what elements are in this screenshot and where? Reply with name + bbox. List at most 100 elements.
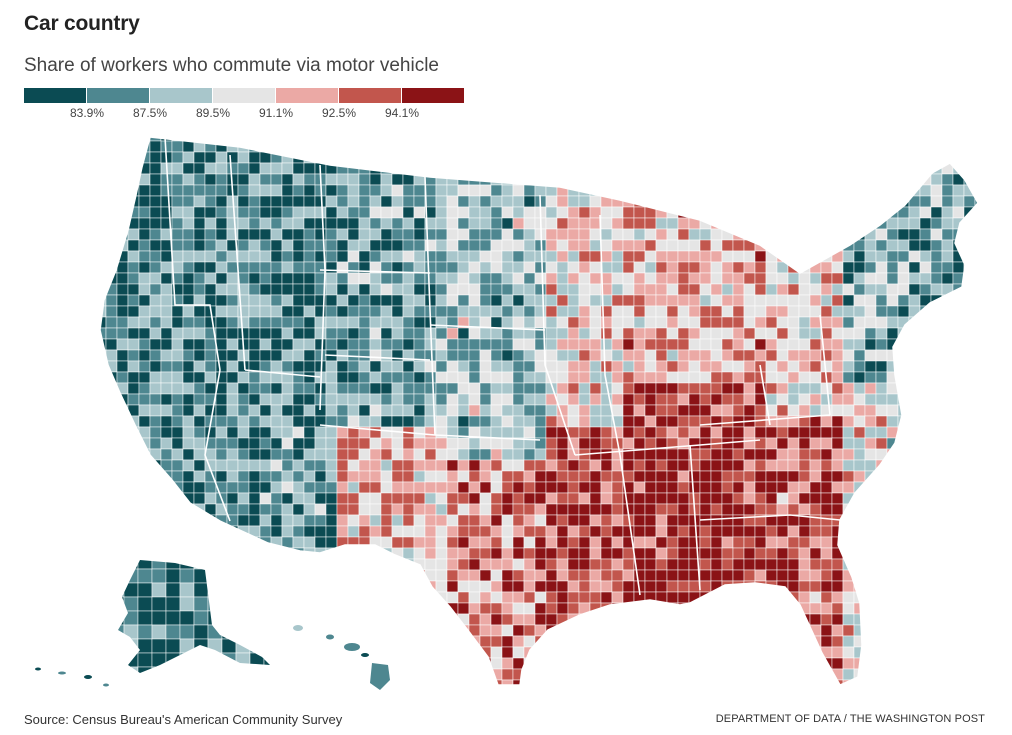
county-cell	[402, 481, 415, 494]
county-cell	[435, 305, 448, 318]
county-cell	[699, 305, 712, 318]
county-cell	[435, 514, 448, 527]
county-cell	[137, 596, 153, 612]
county-cell	[413, 415, 426, 428]
county-cell	[479, 635, 492, 648]
county-cell	[677, 448, 690, 461]
county-cell	[171, 327, 184, 340]
county-cell	[281, 437, 294, 450]
county-cell	[842, 415, 855, 428]
county-cell	[435, 151, 448, 164]
county-cell	[369, 349, 382, 362]
county-cell	[644, 580, 657, 593]
county-cell	[369, 613, 382, 626]
county-cell	[221, 568, 237, 584]
county-cell	[633, 536, 646, 549]
county-cell	[919, 250, 932, 263]
county-cell	[446, 327, 459, 340]
county-cell	[600, 635, 613, 648]
county-cell	[413, 327, 426, 340]
county-cell	[699, 624, 712, 637]
county-cell	[347, 657, 360, 670]
county-cell	[677, 338, 690, 351]
county-cell	[303, 184, 316, 197]
county-cell	[941, 272, 954, 285]
county-cell	[567, 602, 580, 615]
county-cell	[259, 415, 272, 428]
county-cell	[600, 184, 613, 197]
county-cell	[743, 657, 756, 670]
county-cell	[118, 652, 125, 668]
county-cell	[303, 657, 316, 670]
county-cell	[919, 679, 932, 685]
county-cell	[809, 437, 822, 450]
county-cell	[325, 140, 338, 153]
county-cell	[787, 547, 800, 560]
county-cell	[259, 624, 272, 637]
county-cell	[941, 327, 954, 340]
county-cell	[633, 657, 646, 670]
county-cell	[798, 162, 811, 175]
county-cell	[864, 239, 877, 252]
county-cell	[336, 481, 349, 494]
county-cell	[534, 261, 547, 274]
county-cell	[930, 360, 943, 373]
county-cell	[215, 569, 228, 582]
county-cell	[336, 162, 349, 175]
county-cell	[545, 426, 558, 439]
county-cell	[116, 360, 129, 373]
county-cell	[655, 382, 668, 395]
county-cell	[589, 547, 602, 560]
county-cell	[754, 371, 767, 384]
county-cell	[534, 162, 547, 175]
county-cell	[336, 558, 349, 571]
county-cell	[732, 338, 745, 351]
county-cell	[182, 327, 195, 340]
county-cell	[402, 646, 415, 659]
county-cell	[897, 151, 910, 164]
county-cell	[468, 569, 481, 582]
county-cell	[666, 459, 679, 472]
county-cell	[831, 272, 844, 285]
county-cell	[688, 151, 701, 164]
county-cell	[237, 261, 250, 274]
county-cell	[875, 250, 888, 263]
county-cell	[611, 137, 624, 142]
county-cell	[116, 195, 129, 208]
county-cell	[666, 173, 679, 186]
county-cell	[644, 481, 657, 494]
county-cell	[941, 184, 954, 197]
county-cell	[314, 635, 327, 648]
county-cell	[193, 638, 209, 654]
county-cell	[919, 558, 932, 571]
county-cell	[820, 151, 833, 164]
county-cell	[424, 558, 437, 571]
county-cell	[171, 217, 184, 230]
county-cell	[292, 602, 305, 615]
county-cell	[765, 426, 778, 439]
county-cell	[655, 514, 668, 527]
county-cell	[688, 657, 701, 670]
county-cell	[259, 327, 272, 340]
county-cell	[149, 679, 162, 685]
county-cell	[897, 536, 910, 549]
county-cell	[611, 272, 624, 285]
county-cell	[391, 481, 404, 494]
county-cell	[611, 283, 624, 296]
county-choropleth-map[interactable]	[0, 125, 1012, 700]
county-cell	[204, 195, 217, 208]
county-cell	[292, 162, 305, 175]
county-cell	[105, 602, 118, 615]
county-cell	[699, 338, 712, 351]
county-cell	[325, 283, 338, 296]
county-cell	[105, 349, 118, 362]
county-cell	[237, 217, 250, 230]
county-cell	[710, 371, 723, 384]
county-cell	[336, 151, 349, 164]
county-cell	[842, 250, 855, 263]
county-cell	[435, 393, 448, 406]
county-cell	[974, 316, 978, 329]
county-cell	[226, 448, 239, 461]
county-cell	[655, 349, 668, 362]
county-cell	[270, 624, 283, 637]
